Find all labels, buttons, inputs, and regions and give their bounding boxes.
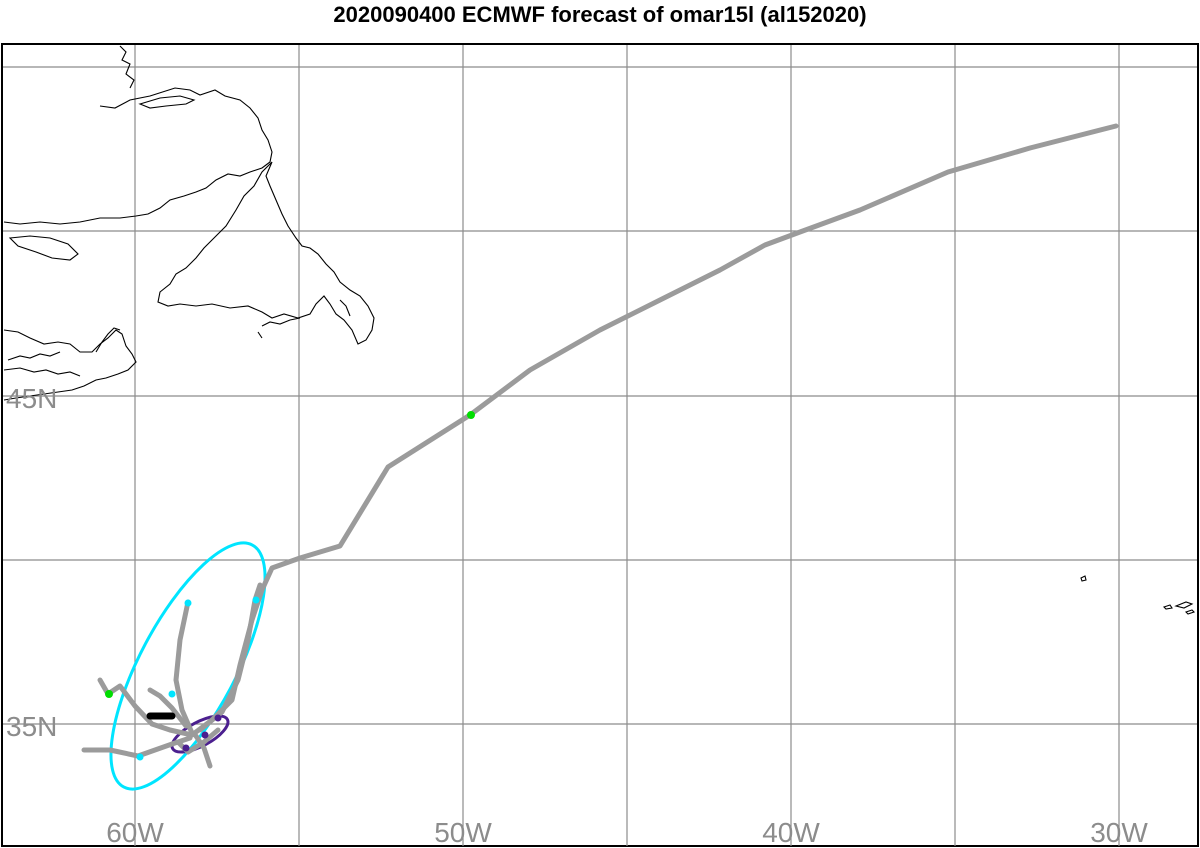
coast-azores-3 bbox=[1174, 601, 1194, 609]
lon-label-40w: 40W bbox=[762, 817, 820, 848]
axis-labels: 60W 50W 40W 30W 45N 35N bbox=[6, 383, 1148, 848]
track-north bbox=[173, 599, 195, 736]
uncertainty-ellipse-outer bbox=[109, 541, 267, 791]
coast-azores-2 bbox=[1162, 604, 1173, 610]
marker-green-west bbox=[105, 690, 113, 698]
coast-anticosti bbox=[138, 95, 196, 109]
forecast-markers bbox=[105, 411, 475, 761]
coast-avalon bbox=[257, 299, 351, 339]
track-southwest bbox=[81, 735, 193, 759]
marker-cyan-2 bbox=[252, 596, 260, 604]
marker-purple-3 bbox=[182, 744, 190, 752]
marker-cyan-3 bbox=[168, 690, 176, 698]
coastlines bbox=[3, 45, 1196, 615]
track-short bbox=[147, 687, 189, 729]
coast-azores-4 bbox=[1184, 609, 1196, 615]
marker-green-east bbox=[467, 411, 475, 419]
coast-cape-breton bbox=[7, 327, 121, 361]
coast-nova-scotia-south bbox=[3, 367, 81, 377]
coast-labrador bbox=[119, 45, 135, 89]
marker-purple-1 bbox=[214, 714, 222, 722]
marker-cyan-4 bbox=[136, 753, 144, 761]
lat-label-35n: 35N bbox=[6, 711, 57, 742]
marker-purple-2 bbox=[201, 731, 209, 739]
lon-label-30w: 30W bbox=[1090, 817, 1148, 848]
track-south bbox=[193, 733, 213, 769]
lat-label-45n: 45N bbox=[6, 383, 57, 414]
coast-nova-scotia bbox=[3, 329, 137, 401]
marker-cyan-1 bbox=[184, 599, 192, 607]
lon-label-50w: 50W bbox=[434, 817, 492, 848]
map-frame bbox=[1, 43, 1199, 847]
coast-azores-1 bbox=[1080, 575, 1087, 582]
coast-pei bbox=[8, 235, 79, 261]
coast-newfoundland bbox=[157, 161, 375, 345]
uncertainty-ellipse-inner bbox=[170, 714, 230, 754]
graticule bbox=[3, 45, 1197, 846]
lon-label-60w: 60W bbox=[106, 817, 164, 848]
map-title: 2020090400 ECMWF forecast of omar15l (al… bbox=[333, 2, 867, 27]
coast-gulf-st-lawrence bbox=[3, 87, 273, 225]
